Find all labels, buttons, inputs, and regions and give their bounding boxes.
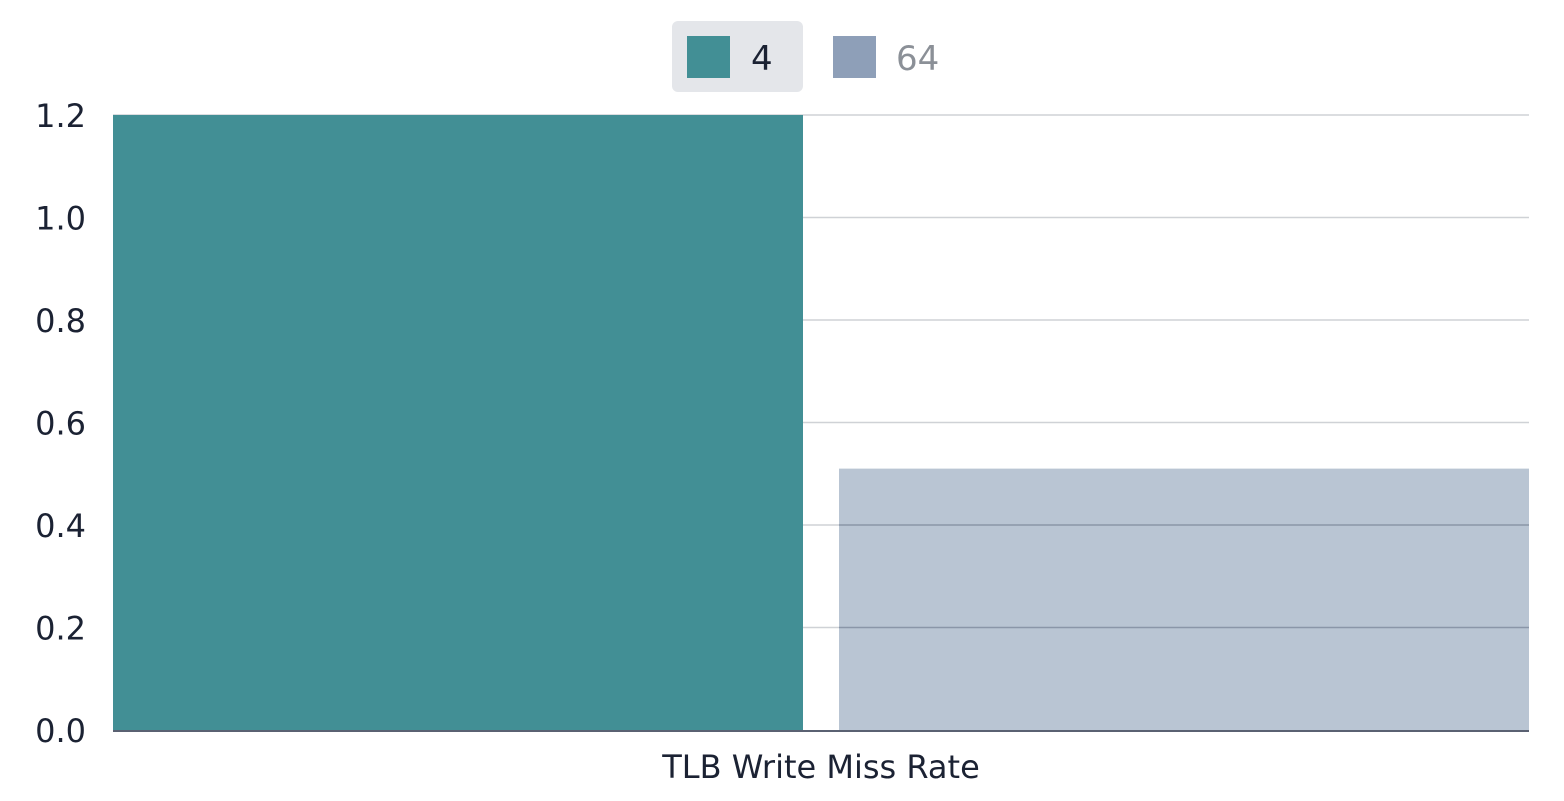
y-tick-label: 0.2 (35, 610, 86, 648)
x-axis-labels: TLB Write Miss Rate (661, 748, 980, 786)
bar-series-2[interactable] (839, 468, 1529, 730)
y-tick-label: 0.8 (35, 302, 86, 340)
bars (113, 115, 1529, 730)
legend-label-series-2[interactable]: 64 (896, 39, 939, 79)
y-tick-label: 0.6 (35, 405, 86, 443)
y-tick-label: 1.2 (35, 97, 86, 135)
y-axis-ticks: 0.0 0.2 0.4 0.6 0.8 1.0 1.2 (35, 97, 86, 750)
legend-label-series-1[interactable]: 4 (751, 39, 773, 79)
y-tick-label: 0.4 (35, 507, 86, 545)
y-tick-label: 0.0 (35, 712, 86, 750)
x-tick-label: TLB Write Miss Rate (661, 748, 980, 786)
legend-swatch-series-2[interactable] (833, 36, 876, 78)
legend-swatch-series-1[interactable] (687, 36, 730, 78)
legend: 4 64 (672, 21, 939, 92)
gridlines-over-bars (839, 524, 1529, 629)
bar-series-1[interactable] (113, 115, 803, 730)
y-tick-label: 1.0 (35, 200, 86, 238)
